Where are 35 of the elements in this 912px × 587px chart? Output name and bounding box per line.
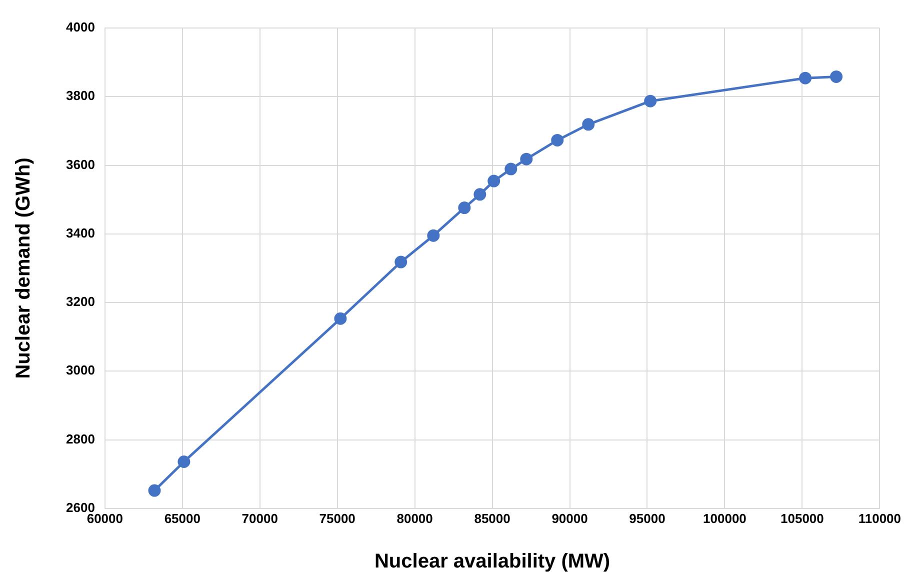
y-tick-label: 3000: [66, 362, 95, 378]
point: [551, 134, 564, 146]
x-tick-label: 95000: [629, 510, 666, 526]
point: [799, 72, 812, 84]
x-tick-label: 110000: [858, 510, 902, 526]
point: [488, 174, 500, 188]
point: [474, 188, 486, 201]
point: [520, 152, 533, 166]
x-tick-label: 75000: [319, 510, 356, 526]
point: [148, 484, 161, 497]
y-tick-label: 3200: [66, 294, 95, 310]
point: [458, 202, 471, 214]
x-tick-label: 100000: [703, 510, 746, 526]
y-axis-title: Nuclear demand (GWh): [12, 158, 35, 379]
x-axis-title: Nuclear availability (MW): [374, 550, 610, 573]
point: [178, 455, 190, 468]
y-tick-label: 3600: [66, 156, 95, 172]
y-tick-label: 2600: [66, 500, 95, 515]
point: [427, 229, 440, 242]
y-tick-label: 3800: [66, 88, 95, 104]
x-tick-label: 90000: [552, 510, 588, 526]
y-tick-label: 2800: [66, 431, 95, 446]
x-tick-label: 105000: [780, 510, 824, 526]
point: [504, 162, 518, 176]
x-tick-label: 70000: [242, 510, 278, 526]
x-tick-label: 65000: [164, 510, 200, 526]
point: [644, 94, 657, 108]
y-tick-label: 4000: [66, 20, 95, 35]
point: [394, 256, 408, 268]
y-tick-label: 3400: [66, 225, 95, 240]
x-tick-label: 85000: [474, 510, 510, 526]
x-tick-label: 80000: [396, 510, 433, 526]
point: [334, 312, 347, 325]
point: [582, 118, 595, 131]
point: [830, 70, 843, 83]
